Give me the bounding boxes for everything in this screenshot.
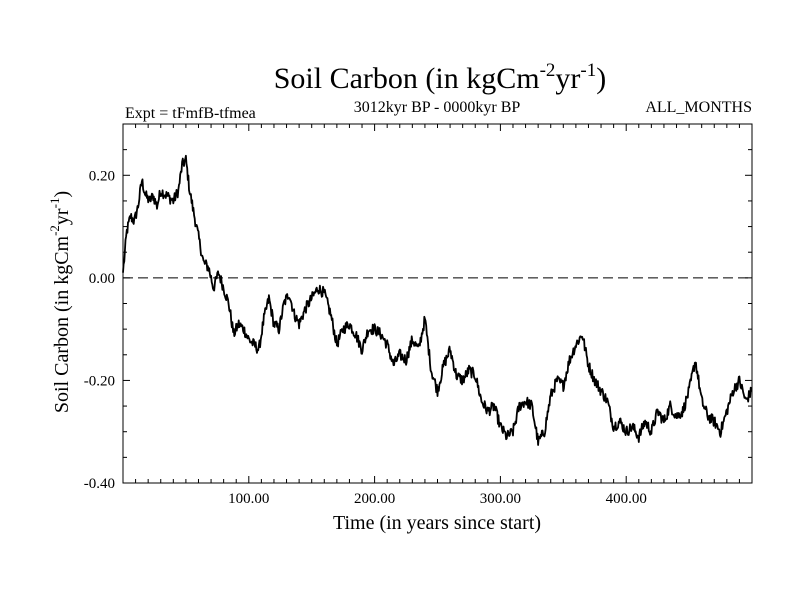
y-axis-ticks: 0.20 0.00 -0.20 -0.40 <box>84 149 752 492</box>
x-axis-label: Time (in years since start) <box>333 512 541 534</box>
soil-carbon-series-line <box>122 154 753 446</box>
x-axis-ticks: 100.00 200.00 300.00 400.00 <box>135 124 740 507</box>
y-tick-label: 0.00 <box>89 271 115 287</box>
experiment-label: Expt = tFmfB-tfmea <box>125 105 256 122</box>
y-tick-label: -0.40 <box>84 476 115 492</box>
y-tick-label: -0.20 <box>84 373 115 389</box>
y-tick-label: 0.20 <box>89 168 115 184</box>
x-tick-label: 100.00 <box>228 491 269 507</box>
period-label: 3012kyr BP - 0000kyr BP <box>354 99 521 116</box>
x-tick-label: 300.00 <box>480 491 521 507</box>
months-label: ALL_MONTHS <box>645 99 752 116</box>
plot-frame <box>122 123 753 484</box>
x-tick-label: 200.00 <box>354 491 395 507</box>
chart-title: Soil Carbon (in kgCm-2yr-1) <box>274 60 607 95</box>
x-tick-label: 400.00 <box>606 491 647 507</box>
y-axis-label: Soil Carbon (in kgCm-2yr-1) <box>47 191 73 413</box>
